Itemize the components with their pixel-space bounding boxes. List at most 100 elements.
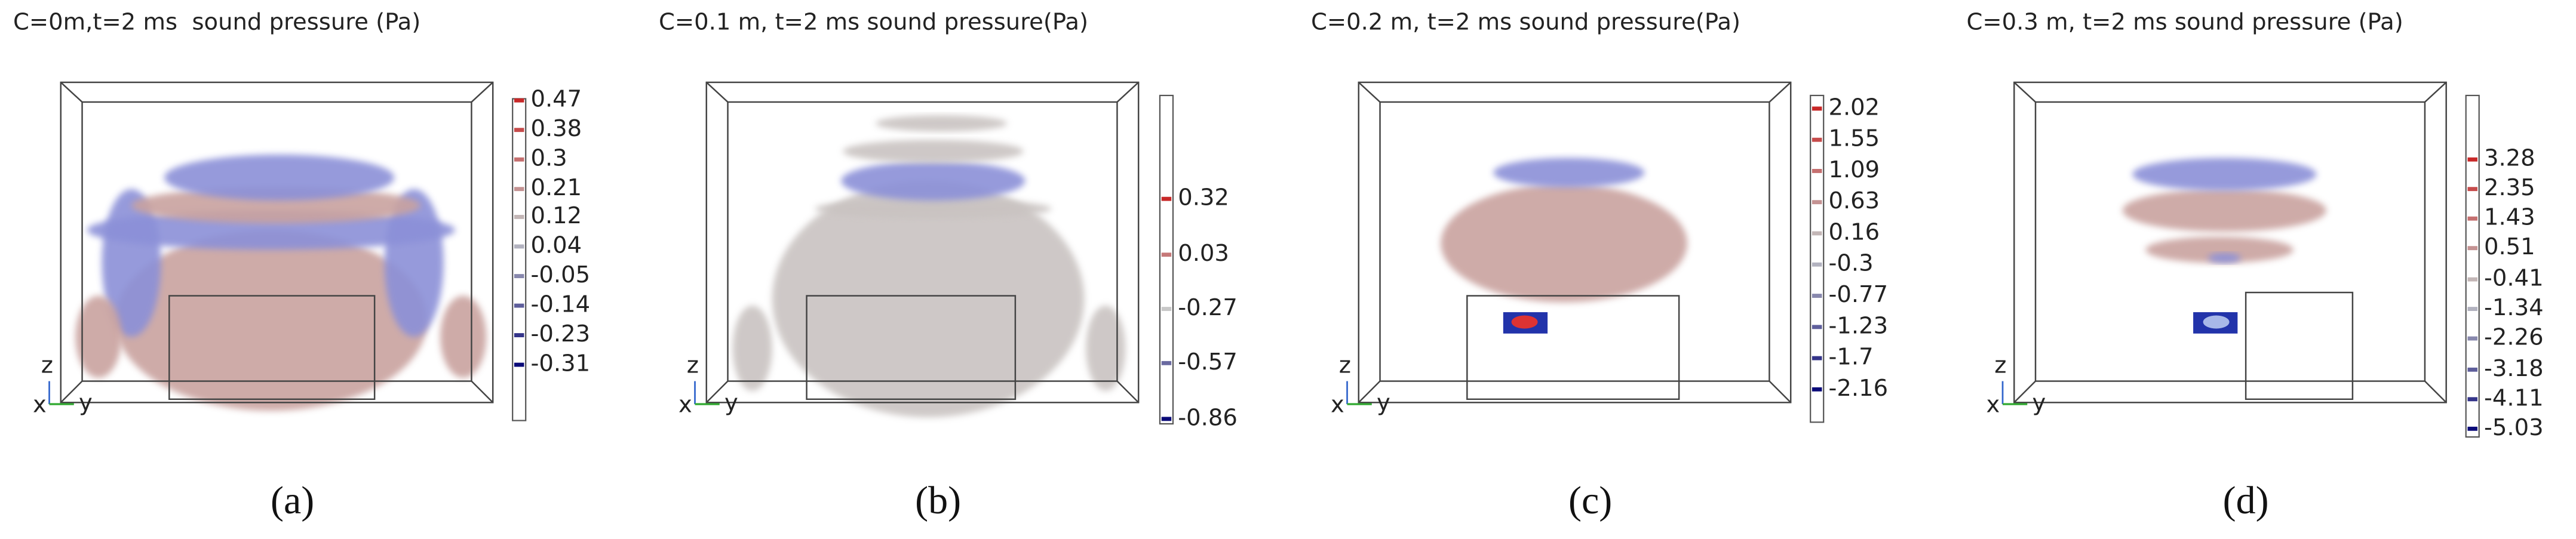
box-edge <box>1358 82 1381 103</box>
colorbar-label: 0.38 <box>530 115 582 142</box>
colorbar <box>1810 94 1825 423</box>
axis-label: x <box>1331 391 1344 418</box>
colorbar-label: 0.47 <box>530 86 582 113</box>
box-frame <box>727 101 1118 382</box>
source-core <box>1511 315 1538 329</box>
colorbar-label: 1.43 <box>2484 204 2535 231</box>
colorbar-label: 0.51 <box>2484 233 2535 260</box>
isosurface <box>841 161 1026 201</box>
source-core <box>2203 315 2230 329</box>
colorbar-label: 2.35 <box>2484 174 2535 201</box>
box-frame <box>705 81 1140 404</box>
isosurface <box>2207 252 2241 263</box>
inner-box <box>806 295 1017 401</box>
isosurface <box>1086 306 1126 392</box>
colorbar-label: -0.27 <box>1178 294 1238 321</box>
isosurface <box>2145 236 2293 263</box>
axis-label: x <box>678 391 692 418</box>
inner-box <box>2245 291 2354 401</box>
box-frame <box>1358 81 1792 404</box>
colorbar-label: -0.31 <box>530 350 590 377</box>
axis-label: z <box>1339 352 1351 378</box>
isosurface <box>843 140 1024 163</box>
isosurface <box>2132 158 2317 191</box>
isosurface <box>131 187 421 224</box>
colorbar-label: -2.16 <box>1828 375 1888 402</box>
isosurface <box>115 230 428 411</box>
box-edge <box>1116 82 1140 103</box>
colorbar-label: -0.57 <box>1178 349 1238 375</box>
isosurface <box>87 210 455 250</box>
isosurface <box>1493 158 1645 187</box>
axis-label: y <box>724 390 738 417</box>
axis-label: z <box>1994 352 2006 378</box>
colorbar-label: -2.26 <box>2484 324 2544 351</box>
colorbar-label: 0.3 <box>530 145 567 172</box>
isosurface <box>75 295 122 378</box>
colorbar-label: -4.11 <box>2484 384 2544 411</box>
inner-box <box>1466 295 1680 401</box>
box-edge <box>1358 380 1381 404</box>
box-edge <box>2424 380 2447 404</box>
inner-box <box>168 295 376 401</box>
caption: (b) <box>915 479 961 522</box>
axis-label: x <box>1987 391 2000 418</box>
colorbar-label: -1.34 <box>2484 294 2544 321</box>
box-edge <box>2424 82 2447 103</box>
colorbar-label: 1.55 <box>1828 125 1880 152</box>
isosurface <box>440 295 487 378</box>
panel-title: C=0m,t=2 ms sound pressure (Pa) <box>13 8 420 35</box>
axis-label: y <box>2032 390 2046 417</box>
colorbar-label: -0.77 <box>1828 281 1888 308</box>
isosurface <box>1441 184 1687 303</box>
colorbar-label: 3.28 <box>2484 145 2535 172</box>
colorbar-label: -0.14 <box>530 291 590 318</box>
isosurface <box>772 180 1085 418</box>
colorbar-label: 2.02 <box>1828 94 1880 121</box>
box-edge <box>1116 380 1140 404</box>
panel-title: C=0.3 m, t=2 ms sound pressure (Pa) <box>1967 8 2403 35</box>
box-edge <box>471 380 494 404</box>
colorbar-label: 0.21 <box>530 174 582 201</box>
colorbar-label: 1.09 <box>1828 156 1880 183</box>
axis-label: y <box>1377 390 1390 417</box>
colorbar-label: -1.23 <box>1828 312 1888 339</box>
box-frame <box>60 81 494 404</box>
box-frame <box>1379 101 1770 382</box>
isosurface <box>164 154 395 201</box>
colorbar-label: -0.41 <box>2484 265 2544 292</box>
caption: (c) <box>1568 479 1612 522</box>
isosurface <box>732 306 772 392</box>
axis-label: x <box>33 391 47 418</box>
box-edge <box>60 82 83 103</box>
box-edge <box>705 380 729 404</box>
box-edge <box>1768 82 1792 103</box>
isosurface <box>876 115 1008 132</box>
axis-label: z <box>41 352 53 378</box>
box-edge <box>60 380 83 404</box>
colorbar-label: -3.18 <box>2484 355 2544 382</box>
colorbar <box>1159 94 1174 425</box>
colorbar-label: -5.03 <box>2484 414 2544 441</box>
box-frame <box>2034 101 2426 382</box>
colorbar-label: 0.12 <box>530 202 582 229</box>
box-edge <box>471 82 494 103</box>
colorbar-label: 0.16 <box>1828 218 1880 245</box>
caption: (a) <box>271 479 314 522</box>
colorbar <box>2465 94 2480 438</box>
colorbar-label: 0.63 <box>1828 187 1880 214</box>
colorbar-label: -0.23 <box>530 321 590 347</box>
box-frame <box>81 101 472 382</box>
colorbar-label: -0.86 <box>1178 404 1238 431</box>
box-edge <box>2013 380 2036 404</box>
colorbar-label: 0.32 <box>1178 184 1229 211</box>
caption: (d) <box>2223 479 2269 522</box>
colorbar-label: 0.04 <box>530 232 582 258</box>
colorbar-label: 0.03 <box>1178 240 1229 267</box>
colorbar-label: -0.05 <box>530 261 590 288</box>
box-edge <box>705 82 729 103</box>
box-edge <box>1768 380 1792 404</box>
panel-title: C=0.2 m, t=2 ms sound pressure(Pa) <box>1311 8 1740 35</box>
